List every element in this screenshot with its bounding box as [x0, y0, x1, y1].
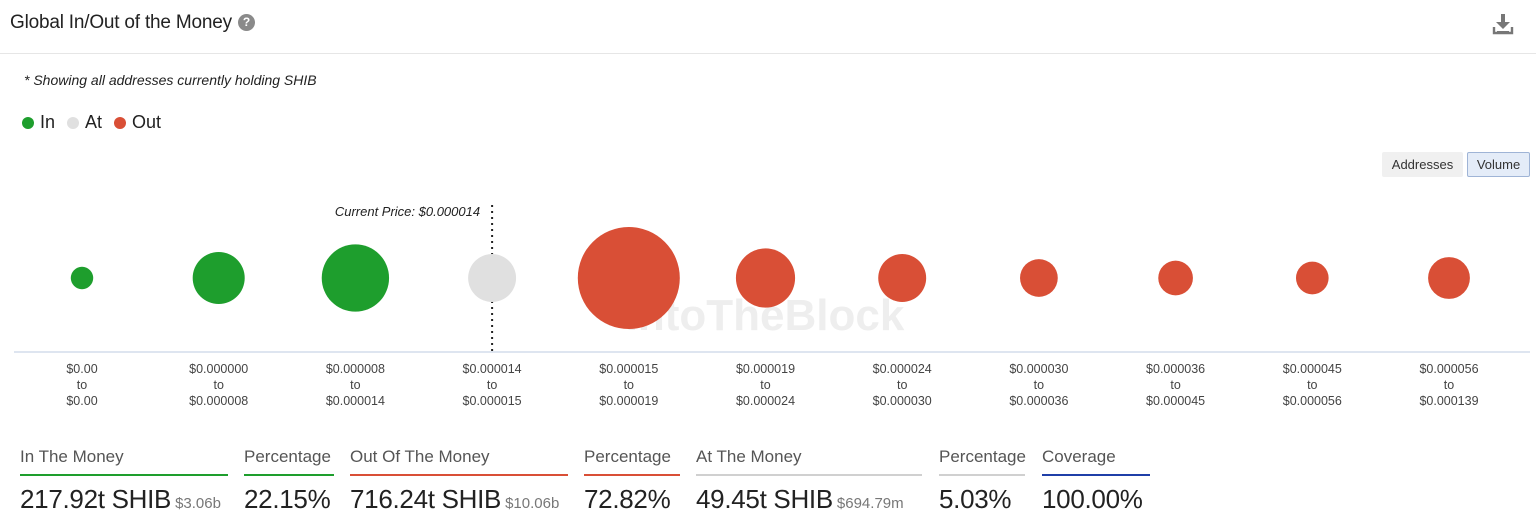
metric-value: 5.03% — [939, 484, 1012, 514]
bubble-out[interactable] — [735, 248, 796, 308]
legend-item-in[interactable]: In — [22, 112, 55, 133]
metric-usd-value: $694.79m — [836, 495, 904, 512]
chart-legend: In At Out — [22, 112, 173, 133]
tick-label-price: $0.000036 — [1009, 394, 1068, 408]
tick-label-price: $0.000014 — [463, 362, 522, 376]
tick-label-price: $0.000024 — [736, 394, 795, 408]
tick-label-connector: to — [487, 378, 497, 392]
tick-label-connector: to — [350, 378, 360, 392]
tick-label-connector: to — [1444, 378, 1454, 392]
metric-label: Coverage — [1042, 447, 1116, 466]
bubble-in[interactable] — [192, 251, 245, 305]
tick-label-price: $0.000008 — [189, 394, 248, 408]
tick-label-price: $0.000015 — [599, 362, 658, 376]
bubble-in[interactable] — [70, 266, 94, 290]
volume-toggle-button[interactable]: Volume — [1467, 152, 1530, 177]
legend-dot-in — [22, 116, 34, 129]
help-icon[interactable]: ? — [238, 14, 255, 31]
legend-label-in: In — [40, 112, 56, 132]
tick-label-connector: to — [1034, 378, 1044, 392]
legend-item-at[interactable]: At — [67, 112, 102, 133]
download-icon[interactable] — [1490, 11, 1516, 37]
metric-label: Out Of The Money — [350, 447, 490, 466]
bubble-out[interactable] — [1158, 260, 1193, 296]
tick-label-price: $0.000019 — [736, 362, 795, 376]
metric-label: In The Money — [20, 447, 124, 466]
tick-label-price: $0.000008 — [326, 362, 385, 376]
tick-label-price: $0.000015 — [463, 394, 522, 408]
metric-underline — [584, 474, 680, 476]
tick-label-price: $0.000000 — [189, 362, 248, 376]
bubble-out[interactable] — [1295, 261, 1329, 295]
tick-label-price: $0.000045 — [1283, 362, 1342, 376]
tick-label-price: $0.000139 — [1419, 394, 1478, 408]
bubble-out[interactable] — [1428, 257, 1470, 299]
tick-label-price: $0.00 — [66, 362, 97, 376]
widget-header: Global In/Out of the Money ? — [0, 0, 1536, 54]
legend-dot-at — [67, 116, 80, 129]
metric-value: 716.24t SHIB $10.06b — [350, 484, 560, 514]
metric-value: 49.45t SHIB $694.79m — [696, 484, 904, 514]
metric-underline — [1042, 474, 1150, 476]
tick-label-price: $0.000056 — [1419, 362, 1478, 376]
metric-label: Percentage — [584, 447, 671, 466]
metric-label: Percentage — [939, 447, 1026, 466]
current-price-label: Current Price: $0.000014 — [335, 204, 480, 219]
metric-value: 100.00% — [1042, 484, 1143, 514]
tick-label-price: $0.00 — [66, 394, 97, 408]
metric-label: At The Money — [696, 447, 802, 466]
legend-dot-out — [114, 116, 127, 129]
tick-label-price: $0.000019 — [599, 394, 658, 408]
metric-label: Percentage — [244, 447, 331, 466]
tick-label-price: $0.000030 — [873, 394, 932, 408]
widget-title: Global In/Out of the Money — [10, 12, 232, 33]
tick-label-connector: to — [897, 378, 907, 392]
tick-label-connector: to — [1307, 378, 1317, 392]
metric-underline — [350, 474, 568, 476]
bubble-out[interactable] — [1020, 259, 1058, 297]
tick-label-price: $0.000036 — [1146, 362, 1205, 376]
metric-usd-value: $3.06b — [175, 495, 221, 512]
metric-underline — [696, 474, 922, 476]
holders-note: * Showing all addresses currently holdin… — [24, 72, 317, 88]
tick-label-connector: to — [624, 378, 634, 392]
legend-item-out[interactable]: Out — [114, 112, 161, 133]
tick-label-connector: to — [1170, 378, 1180, 392]
bubble-out[interactable] — [878, 254, 927, 302]
legend-label-out: Out — [132, 112, 162, 132]
tick-label-connector: to — [213, 378, 223, 392]
addresses-toggle-button[interactable]: Addresses — [1382, 152, 1463, 177]
bubble-out[interactable] — [577, 227, 680, 329]
tick-label-price: $0.000045 — [1146, 394, 1205, 408]
tick-label-price: $0.000014 — [326, 394, 385, 408]
bubble-in[interactable] — [321, 244, 390, 312]
tick-label-price: $0.000030 — [1009, 362, 1068, 376]
legend-label-at: At — [85, 112, 103, 132]
metric-value: 22.15% — [244, 484, 331, 514]
tick-label-connector: to — [77, 378, 87, 392]
tick-label-price: $0.000024 — [873, 362, 932, 376]
bubble-at[interactable] — [468, 254, 517, 302]
tick-label-connector: to — [760, 378, 770, 392]
tick-label-price: $0.000056 — [1283, 394, 1342, 408]
metric-value: 217.92t SHIB $3.06b — [20, 484, 221, 514]
metric-usd-value: $10.06b — [505, 495, 560, 512]
metric-value: 72.82% — [584, 484, 671, 514]
metric-underline — [244, 474, 334, 476]
metric-underline — [20, 474, 228, 476]
metric-underline — [939, 474, 1025, 476]
